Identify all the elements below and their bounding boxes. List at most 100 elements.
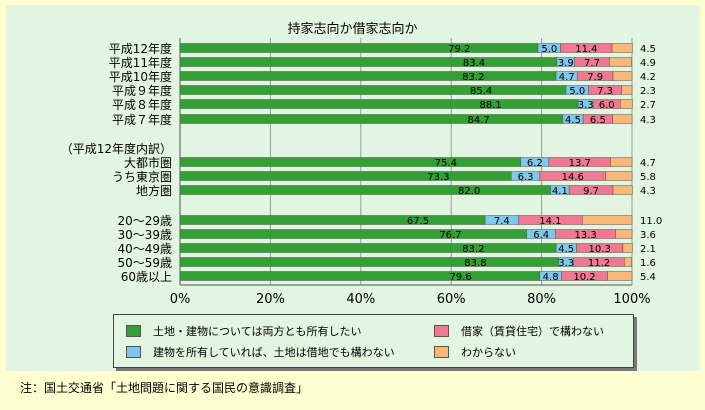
data-label: 4.3 [640, 186, 656, 197]
data-label: 2.7 [640, 100, 656, 111]
category-label: うち東京圏 [112, 170, 172, 184]
data-label: 4.5 [640, 44, 656, 55]
legend-item-lease: 建物を所有していれば、土地は借地でも構わない [126, 344, 395, 360]
legend-swatch-unknown [434, 346, 449, 358]
data-label: 4.7 [640, 158, 656, 169]
bar-segment [612, 185, 633, 195]
legend-label-owner: 土地・建物については両方とも所有したい [153, 325, 362, 338]
bar-segment [607, 271, 633, 281]
data-label: 7.7 [584, 58, 600, 69]
data-label: 2.1 [640, 244, 656, 255]
bar-segment [179, 185, 551, 195]
category-label: 60歳以上 [121, 270, 172, 284]
category-label: 平成11年度 [109, 55, 172, 70]
data-label: 83.2 [462, 72, 484, 83]
data-label: 14.1 [539, 216, 561, 227]
data-label: 5.8 [640, 172, 656, 183]
data-label: 73.3 [427, 172, 449, 183]
source-note: 注：国土交通省「土地問題に関する国民の意識調査」 [20, 381, 309, 395]
bar-segment [179, 43, 539, 53]
bar-segment [179, 271, 541, 281]
data-label: 82.0 [458, 186, 480, 197]
bar-segment [179, 215, 486, 225]
data-label: 14.6 [562, 172, 584, 183]
data-label: 5.0 [569, 86, 585, 97]
data-label: 6.0 [599, 100, 615, 111]
legend-item-owner: 土地・建物については両方とも所有したい [126, 323, 361, 339]
data-label: 10.2 [573, 272, 595, 283]
data-label: 3.3 [578, 100, 594, 111]
category-label: 地方圏 [136, 183, 172, 198]
bar-segment [179, 243, 557, 253]
bar-segment [179, 85, 567, 95]
category-label: 20～29歳 [117, 214, 172, 228]
category-label: 大都市圏 [124, 155, 172, 170]
data-label: 7.9 [587, 72, 603, 83]
bar-segment [624, 257, 632, 267]
data-label: 3.6 [640, 230, 656, 241]
bar-segment [612, 71, 633, 81]
x-tick-label: 100% [613, 292, 650, 307]
data-label: 5.0 [541, 44, 557, 55]
data-label: 13.3 [575, 230, 597, 241]
category-label: 40～49歳 [117, 242, 172, 256]
bar-segment [622, 243, 633, 253]
legend-swatch-owner [126, 325, 141, 337]
bar-segment [609, 57, 632, 67]
data-label: 4.9 [640, 58, 656, 69]
data-label: 4.8 [543, 272, 559, 283]
bar-segment [610, 157, 633, 167]
legend-label-lease: 建物を所有していれば、土地は借地でも構わない [153, 346, 395, 359]
data-label: 3.3 [558, 258, 574, 269]
data-label: 84.7 [467, 115, 489, 126]
data-label: 10.3 [589, 244, 611, 255]
data-label: 75.4 [435, 158, 457, 169]
legend-swatch-rent [434, 325, 449, 337]
bar-segment [179, 257, 560, 267]
data-label: 1.6 [640, 258, 656, 269]
data-label: 13.7 [569, 158, 591, 169]
chart-title: 持家志向か借家志向か [287, 22, 418, 37]
legend: 土地・建物については両方とも所有したい 建物を所有していれば、土地は借地でも構わ… [113, 314, 634, 368]
category-label: 50～59歳 [117, 256, 172, 270]
x-tick-label: 20% [256, 292, 285, 307]
bar-segment [179, 157, 522, 167]
data-label: 4.1 [552, 186, 568, 197]
bar-segment [179, 229, 527, 239]
data-label: 4.2 [640, 72, 656, 83]
data-label: 6.5 [590, 115, 606, 126]
data-label: 2.3 [640, 86, 656, 97]
bar-segment [179, 99, 579, 109]
data-label: 85.4 [470, 86, 492, 97]
data-label: 11.0 [640, 216, 662, 227]
x-tick-label: 0% [170, 292, 191, 307]
data-label: 6.2 [527, 158, 543, 169]
bar-segment [582, 215, 633, 225]
data-label: 4.7 [559, 72, 575, 83]
data-label: 5.4 [640, 272, 656, 283]
legend-item-rent: 借家（賃貸住宅）で構わない [434, 323, 604, 339]
x-tick-label: 60% [437, 292, 466, 307]
data-label: 3.9 [558, 58, 574, 69]
data-label: 76.7 [439, 230, 461, 241]
bar-segment [621, 85, 633, 95]
bar-segment [179, 171, 512, 181]
legend-label-unknown: わからない [461, 346, 516, 359]
data-label: 88.1 [479, 100, 501, 111]
category-label: 平成８年度 [112, 97, 172, 112]
category-label: 30～39歳 [117, 228, 172, 242]
data-label: 4.3 [640, 115, 656, 126]
data-label: 6.4 [533, 230, 549, 241]
data-label: 83.8 [464, 258, 486, 269]
category-label: 平成９年度 [112, 83, 172, 98]
data-label: 79.6 [450, 272, 472, 283]
bar-segment [179, 71, 557, 81]
data-label: 9.7 [583, 186, 599, 197]
data-label: 79.2 [448, 44, 470, 55]
bar-segment [179, 114, 564, 124]
bar-segment [605, 171, 633, 181]
category-label: （平成12年度内訳） [61, 141, 172, 156]
data-label: 83.4 [463, 58, 485, 69]
bar-segment [179, 57, 558, 67]
